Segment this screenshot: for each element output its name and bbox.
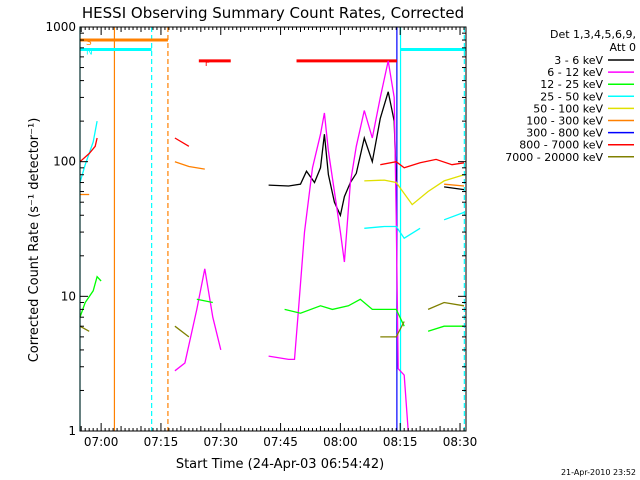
legend-entry-label: 300 - 800 keV xyxy=(526,127,603,140)
series-line xyxy=(174,137,190,147)
footer-timestamp: 21-Apr-2010 23:52 xyxy=(561,468,636,477)
series-line xyxy=(443,211,465,221)
series-line xyxy=(380,321,405,338)
x-axis-label: Start Time (24-Apr-03 06:54:42) xyxy=(176,457,384,472)
series-line xyxy=(364,225,421,240)
series-line xyxy=(174,161,205,170)
x-tick-label: 07:30 xyxy=(203,435,238,449)
series-line xyxy=(268,60,409,432)
series-line xyxy=(284,298,405,327)
flag-label: N xyxy=(86,48,93,58)
series-line xyxy=(174,268,222,372)
axes: 1 10 100 1000 07:00 07:15 07:30 07:45 08:00 08:15… xyxy=(45,20,477,449)
series-line xyxy=(174,325,190,338)
y-tick-label: 1000 xyxy=(45,20,76,34)
legend-header-line-1: Det 1,3,4,5,6,9, xyxy=(550,28,636,41)
x-tick-label: 07:15 xyxy=(144,435,179,449)
legend-header-line-2: Att 0 xyxy=(610,41,636,54)
x-tick-label: 08:30 xyxy=(443,435,478,449)
series-line xyxy=(268,91,397,218)
series-line xyxy=(380,158,465,169)
plot-area: SN F xyxy=(79,27,466,432)
x-tick-label: 07:45 xyxy=(263,435,298,449)
x-tick-label: 08:15 xyxy=(383,435,418,449)
x-tick-label: 07:00 xyxy=(84,435,119,449)
series-line xyxy=(364,174,465,206)
flag-label: F xyxy=(205,59,210,69)
series-line xyxy=(444,186,465,191)
series-line xyxy=(79,325,90,332)
legend-entry-label: 50 - 100 keV xyxy=(533,102,603,115)
legend-entry-label: 7000 - 20000 keV xyxy=(505,151,603,164)
y-tick-label: 10 xyxy=(61,289,76,303)
series-line xyxy=(79,275,102,318)
y-tick-label: 100 xyxy=(53,155,76,169)
series-line xyxy=(444,183,465,187)
y-axis-label: Corrected Count Rate (s⁻¹ detector⁻¹) xyxy=(27,118,42,363)
series-line xyxy=(427,325,464,332)
legend-entry-label: 25 - 50 keV xyxy=(540,90,603,103)
legend-entry-label: 6 - 12 keV xyxy=(547,66,603,79)
legend-entry-label: 800 - 7000 keV xyxy=(519,139,603,152)
legend-entry-label: 3 - 6 keV xyxy=(554,54,603,67)
series-line xyxy=(79,137,98,163)
y-tick-label: 1 xyxy=(68,424,76,438)
series-line xyxy=(427,301,465,310)
series-line xyxy=(196,298,213,304)
legend-entry-label: 12 - 25 keV xyxy=(540,78,603,91)
legend-entry-label: 100 - 300 keV xyxy=(526,115,603,128)
flag-label: S xyxy=(86,38,92,48)
chart-title: HESSI Observing Summary Count Rates, Cor… xyxy=(82,4,464,22)
x-tick-label: 08:00 xyxy=(323,435,358,449)
